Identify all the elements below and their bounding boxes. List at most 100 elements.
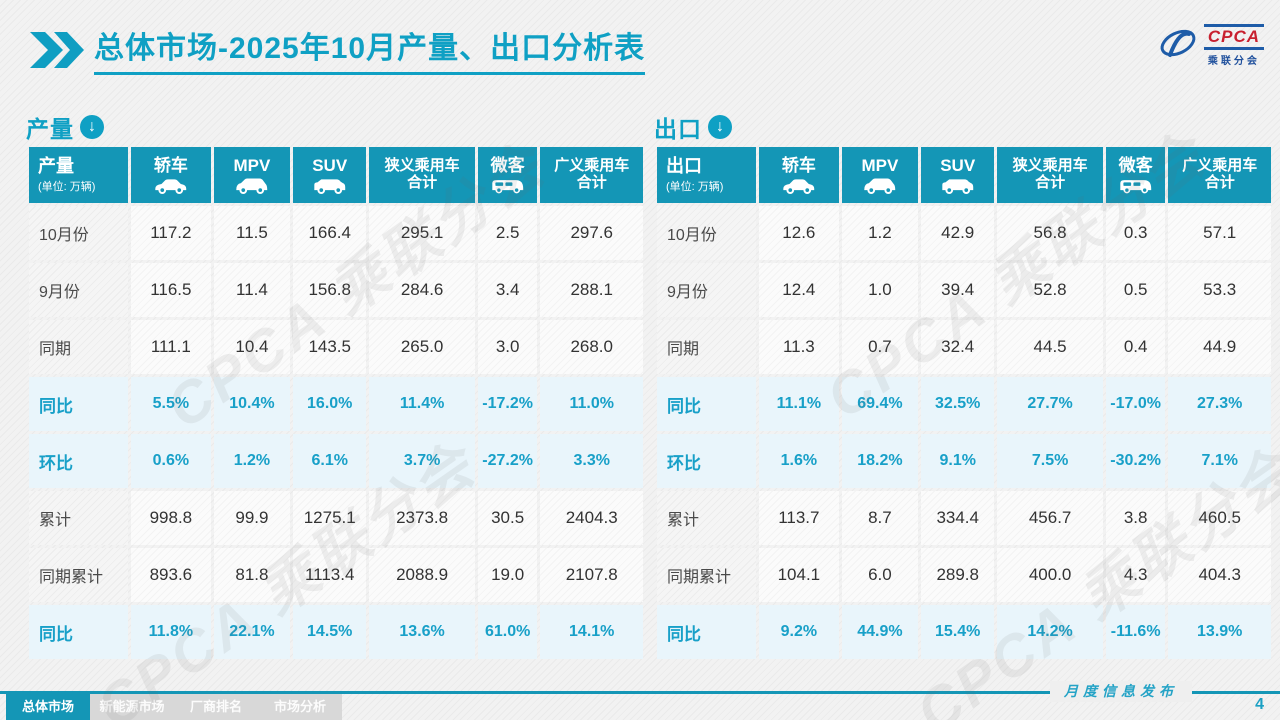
page-number: 4 <box>1255 696 1264 713</box>
table-cell: 15.4% <box>921 605 995 659</box>
table-cell: 56.8 <box>997 206 1103 260</box>
table-cell: 0.4 <box>1105 320 1166 374</box>
table-cell: 0.7 <box>841 320 919 374</box>
table-cell: 22.1% <box>213 605 291 659</box>
table-cell: 61.0% <box>477 605 538 659</box>
circle-down-arrow-icon: ↓ <box>708 115 732 139</box>
table-row: 同期 111.1 10.4 143.5 265.0 3.0 268.0 <box>29 320 643 374</box>
table-cell: 81.8 <box>213 548 291 602</box>
column-header: SUV <box>293 147 367 203</box>
footer-tab-3[interactable]: 厂商排名 <box>174 694 258 720</box>
table-cell: 2088.9 <box>369 548 475 602</box>
table-cell: 166.4 <box>293 206 367 260</box>
table-cell: 460.5 <box>1168 491 1271 545</box>
table-cell: 998.8 <box>130 491 211 545</box>
section-title: 产量 <box>26 116 74 142</box>
column-header: 狭义乘用车 合计 <box>369 147 475 203</box>
table-cell: 295.1 <box>369 206 475 260</box>
table-cell: 12.6 <box>758 206 839 260</box>
footer-tab-4[interactable]: 市场分析 <box>258 694 342 720</box>
table-cell: 4.3 <box>1105 548 1166 602</box>
table-cell: 1275.1 <box>293 491 367 545</box>
export-corner-header: 出口 (单位: 万辆) <box>657 147 756 203</box>
column-header: 轿车 <box>130 147 211 203</box>
column-header: 狭义乘用车 合计 <box>997 147 1103 203</box>
table-cell: 6.0 <box>841 548 919 602</box>
table-cell: 44.9 <box>1168 320 1271 374</box>
table-cell: 334.4 <box>921 491 995 545</box>
table-row: 同比 9.2% 44.9% 15.4% 14.2% -11.6% 13.9% <box>657 605 1271 659</box>
table-cell: 99.9 <box>213 491 291 545</box>
footer-tab-2[interactable]: 新能源市场 <box>90 694 174 720</box>
table-row: 累计 113.7 8.7 334.4 456.7 3.8 460.5 <box>657 491 1271 545</box>
table-cell: 404.3 <box>1168 548 1271 602</box>
table-cell: 12.4 <box>758 263 839 317</box>
footer-tabs: 总体市场 新能源市场 厂商排名 市场分析 <box>6 694 342 720</box>
table-row: 10月份 117.2 11.5 166.4 295.1 2.5 297.6 <box>29 206 643 260</box>
table-cell: 7.1% <box>1168 434 1271 488</box>
table-cell: 2107.8 <box>540 548 643 602</box>
suv-icon <box>293 177 366 195</box>
table-cell: 1.6% <box>758 434 839 488</box>
table-cell: 14.2% <box>997 605 1103 659</box>
table-cell: 2.5 <box>477 206 538 260</box>
table-cell: 117.2 <box>130 206 211 260</box>
table-cell: 11.4% <box>369 377 475 431</box>
table-row: 同比 11.1% 69.4% 32.5% 27.7% -17.0% 27.3% <box>657 377 1271 431</box>
table-cell: 52.8 <box>997 263 1103 317</box>
table-cell: 143.5 <box>293 320 367 374</box>
column-header: 微客 <box>1105 147 1166 203</box>
table-cell: 42.9 <box>921 206 995 260</box>
table-cell: 7.5% <box>997 434 1103 488</box>
footer-tab-1[interactable]: 总体市场 <box>6 694 90 720</box>
table-cell: 1.0 <box>841 263 919 317</box>
table-row: 9月份 12.4 1.0 39.4 52.8 0.5 53.3 <box>657 263 1271 317</box>
table-cell: -17.2% <box>477 377 538 431</box>
sedan-icon <box>759 177 839 195</box>
column-header: 广义乘用车 合计 <box>1168 147 1271 203</box>
table-cell: 10.4 <box>213 320 291 374</box>
row-label: 9月份 <box>657 263 756 317</box>
mpv-icon <box>214 177 290 195</box>
table-cell: 53.3 <box>1168 263 1271 317</box>
header: 总体市场-2025年10月产量、出口分析表 <box>30 32 646 75</box>
export-section-label: 出口 ↓ <box>654 110 1274 144</box>
column-header: 广义乘用车 合计 <box>540 147 643 203</box>
table-cell: 3.8 <box>1105 491 1166 545</box>
row-label: 10月份 <box>657 206 756 260</box>
table-cell: 11.0% <box>540 377 643 431</box>
row-label: 同比 <box>29 605 128 659</box>
table-cell: 289.8 <box>921 548 995 602</box>
table-row: 同期累计 893.6 81.8 1113.4 2088.9 19.0 2107.8 <box>29 548 643 602</box>
production-section-label: 产量 ↓ <box>26 110 646 144</box>
export-table: 出口 (单位: 万辆) 轿车 MPV SUV 狭义乘用车 合计 微客 广义乘用车 合计 10月份 12… <box>654 144 1274 662</box>
table-cell: 57.1 <box>1168 206 1271 260</box>
table-row: 9月份 116.5 11.4 156.8 284.6 3.4 288.1 <box>29 263 643 317</box>
footer-rule <box>0 691 1280 694</box>
table-cell: 0.3 <box>1105 206 1166 260</box>
sedan-icon <box>131 177 211 195</box>
table-cell: 1.2% <box>213 434 291 488</box>
table-cell: 32.5% <box>921 377 995 431</box>
row-label: 9月份 <box>29 263 128 317</box>
table-cell: 400.0 <box>997 548 1103 602</box>
table-cell: 16.0% <box>293 377 367 431</box>
production-corner-header: 产量 (单位: 万辆) <box>29 147 128 203</box>
table-row: 同期累计 104.1 6.0 289.8 400.0 4.3 404.3 <box>657 548 1271 602</box>
table-cell: 268.0 <box>540 320 643 374</box>
table-cell: 5.5% <box>130 377 211 431</box>
table-cell: 27.3% <box>1168 377 1271 431</box>
production-table: 产量 (单位: 万辆) 轿车 MPV SUV 狭义乘用车 合计 微客 广义乘用车 合计 10月份 11… <box>26 144 646 662</box>
row-label: 同比 <box>657 605 756 659</box>
table-cell: 14.1% <box>540 605 643 659</box>
table-row: 环比 0.6% 1.2% 6.1% 3.7% -27.2% 3.3% <box>29 434 643 488</box>
table-cell: 8.7 <box>841 491 919 545</box>
double-chevron-icon <box>30 32 84 68</box>
row-label: 10月份 <box>29 206 128 260</box>
row-label: 同比 <box>657 377 756 431</box>
table-cell: 2373.8 <box>369 491 475 545</box>
table-cell: 6.1% <box>293 434 367 488</box>
table-cell: 3.3% <box>540 434 643 488</box>
table-cell: 39.4 <box>921 263 995 317</box>
